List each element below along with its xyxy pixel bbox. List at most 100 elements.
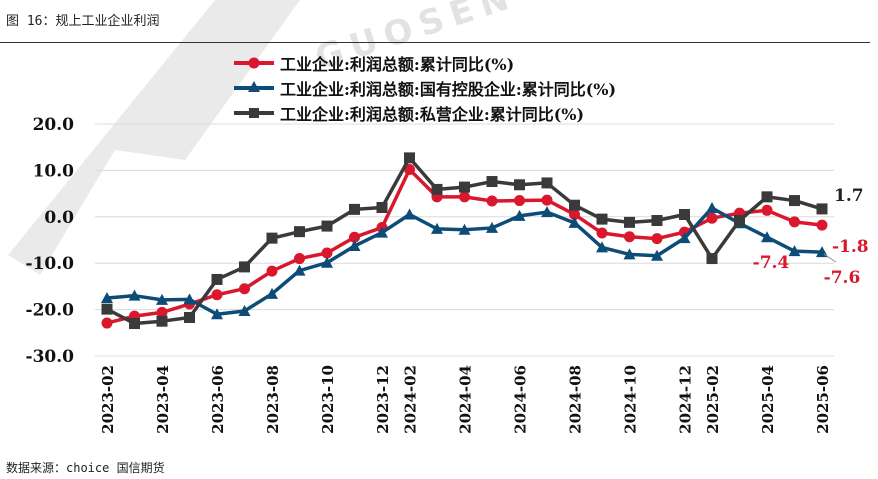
x-tick-label: 2025-04 [759,365,777,434]
data-point-circle [404,163,415,175]
data-point-square [541,177,553,189]
data-point-circle [349,231,360,243]
x-tick-label: 2023-08 [264,365,282,434]
data-point-circle [266,265,278,277]
legend-item-total-profit: 工业企业:利润总额:累计同比(%) [232,50,616,75]
data-point-triangle [266,287,278,299]
x-tick-label: 2024-04 [457,365,475,434]
data-point-square [211,273,223,285]
data-point-triangle [568,216,581,228]
data-point-circle [101,317,113,329]
legend-label: 工业企业:利润总额:累计同比(%) [280,54,515,74]
data-point-triangle [101,292,113,303]
data-point-square [376,202,388,214]
data-point-triangle [128,289,141,301]
data-point-square [184,311,195,323]
data-point-square [101,303,113,315]
x-tick-label: 2024-02 [402,365,420,434]
y-tick-label: -20.0 [26,301,75,321]
data-point-square [486,176,498,188]
data-point-square [349,203,360,215]
data-point-circle [156,306,168,318]
data-label: -7.4 [753,253,790,273]
data-point-square [431,183,443,195]
data-point-triangle [486,221,498,233]
legend-swatch-gray-square [234,107,274,118]
data-point-circle [651,233,663,245]
x-tick-label: 2023-06 [209,365,227,434]
data-point-square [706,253,718,265]
data-point-triangle [788,245,801,257]
data-point-circle [761,204,773,216]
data-point-triangle [761,231,773,243]
data-point-square [294,226,305,238]
data-point-triangle [321,256,333,268]
data-point-triangle [348,240,361,252]
title-divider [0,42,870,43]
x-tick-label: 2023-12 [374,365,392,434]
y-tick-label: 10.0 [33,161,75,181]
data-point-square [266,232,278,244]
x-tick-label: 2023-04 [154,365,172,434]
data-point-circle [294,253,305,265]
y-tick-label: 20.0 [33,115,75,135]
y-tick-label: -10.0 [26,254,75,274]
data-point-triangle [183,293,196,305]
data-point-circle [459,191,470,203]
data-point-triangle [431,222,443,234]
data-point-triangle [376,226,388,238]
x-tick-label: 2024-10 [622,365,640,434]
data-point-circle [624,231,635,243]
data-point-square [459,181,470,193]
data-label: 1.7 [834,186,864,206]
data-point-square [651,215,663,227]
data-point-circle [706,212,718,224]
data-point-circle [321,247,333,259]
data-point-circle [596,227,608,239]
x-tick-label: 2023-10 [319,365,337,434]
data-point-triangle [541,206,553,218]
legend-label: 工业企业:利润总额:国有控股企业:累计同比(%) [280,79,617,99]
annotation-leader-line [823,253,837,263]
data-point-square [734,215,745,227]
x-tick-label: 2025-02 [704,365,722,434]
x-tick-label: 2023-02 [99,365,117,434]
data-point-square [156,315,168,327]
y-tick-label: -30.0 [26,347,75,367]
data-point-square [239,261,250,273]
data-label: -7.6 [824,268,861,288]
chart-legend: 工业企业:利润总额:累计同比(%) 工业企业:利润总额:国有控股企业:累计同比(… [232,50,616,125]
data-point-circle [789,216,800,228]
data-source: 数据来源：choice 国信期货 [6,461,165,475]
legend-swatch-red-circle [234,57,274,68]
data-point-triangle [678,232,691,244]
legend-item-state-owned: 工业企业:利润总额:国有控股企业:累计同比(%) [232,75,616,100]
legend-item-private: 工业企业:利润总额:私营企业:累计同比(%) [232,100,616,125]
x-tick-label: 2024-06 [512,365,530,434]
data-point-square [514,179,525,191]
data-point-square [679,208,690,220]
legend-label: 工业企业:利润总额:私营企业:累计同比(%) [280,104,585,124]
legend-swatch-blue-triangle [234,80,274,92]
data-point-circle [541,194,553,206]
x-tick-label: 2024-12 [677,365,695,434]
data-point-circle [239,283,250,295]
x-tick-label: 2024-08 [567,365,585,434]
data-point-square [789,195,800,207]
data-point-square [569,199,580,211]
data-point-square [596,213,608,225]
data-point-triangle [238,304,251,316]
data-point-square [761,191,773,203]
data-point-triangle [403,208,416,220]
data-point-triangle [651,249,663,261]
x-tick-label: 2025-06 [814,365,832,434]
data-point-square [404,152,415,164]
data-point-square [816,203,828,215]
data-point-triangle [156,293,168,305]
data-point-square [129,318,140,330]
data-point-triangle [293,264,306,276]
data-point-triangle [458,223,471,235]
data-label: -1.8 [832,237,869,257]
